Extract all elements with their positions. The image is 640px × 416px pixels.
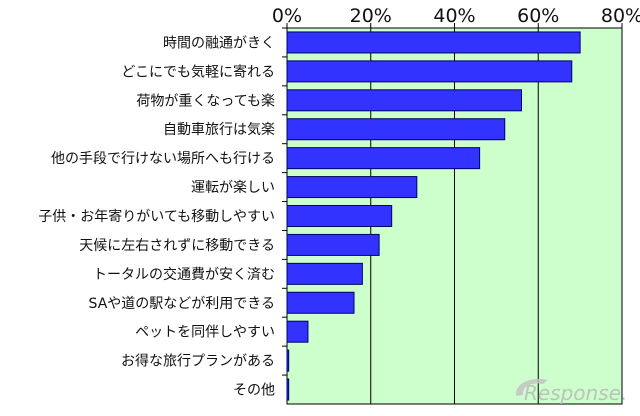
bar: [286, 205, 393, 227]
watermark-text: Response.: [524, 381, 627, 405]
x-axis-ticks: 0% 20% 40% 60% 80%: [272, 5, 640, 28]
bar: [286, 320, 309, 343]
category-label: お得な旅行プランがある: [121, 353, 275, 370]
category-label: 時間の融通がきく: [163, 35, 275, 51]
response-logo-swoosh-icon: [515, 378, 548, 396]
x-tick-label: 20%: [350, 5, 392, 27]
watermark: Response.: [515, 378, 627, 405]
bar: [286, 118, 506, 141]
x-tick-label: 60%: [517, 5, 559, 27]
category-label: 荷物が重くなっても楽: [136, 93, 275, 109]
bar: [286, 233, 380, 256]
category-label: 子供・お年寄りがいても移動しやすい: [38, 208, 275, 225]
category-label: 他の手段で行けない場所へも行ける: [51, 151, 275, 167]
category-label: 運転が楽しい: [191, 180, 275, 196]
x-tick-label: 40%: [433, 5, 475, 27]
bar: [286, 378, 290, 401]
category-label: SAや道の駅などが利用できる: [89, 296, 275, 312]
category-label: ペットを同伴しやすい: [135, 325, 275, 341]
category-label: どこにでも気軽に寄れる: [121, 63, 275, 80]
category-label: トータルの交通費が安く済む: [93, 266, 275, 283]
bar: [286, 262, 363, 285]
bar: [286, 176, 418, 199]
bar: [286, 291, 355, 314]
bar: [286, 349, 290, 372]
category-labels: 時間の融通がきくどこにでも気軽に寄れる荷物が重くなっても楽自動車旅行は気楽他の手…: [38, 27, 287, 399]
category-label: その他: [233, 383, 275, 399]
bar: [286, 31, 581, 54]
bars: [286, 31, 581, 401]
bar: [286, 147, 481, 170]
x-tick-label: 80%: [601, 5, 640, 27]
x-tick-label: 0%: [272, 5, 302, 27]
category-label: 自動車旅行は気楽: [163, 121, 275, 138]
category-label: 天候に左右されずに移動できる: [79, 238, 275, 254]
bar: [286, 60, 573, 83]
bar: [286, 89, 522, 112]
